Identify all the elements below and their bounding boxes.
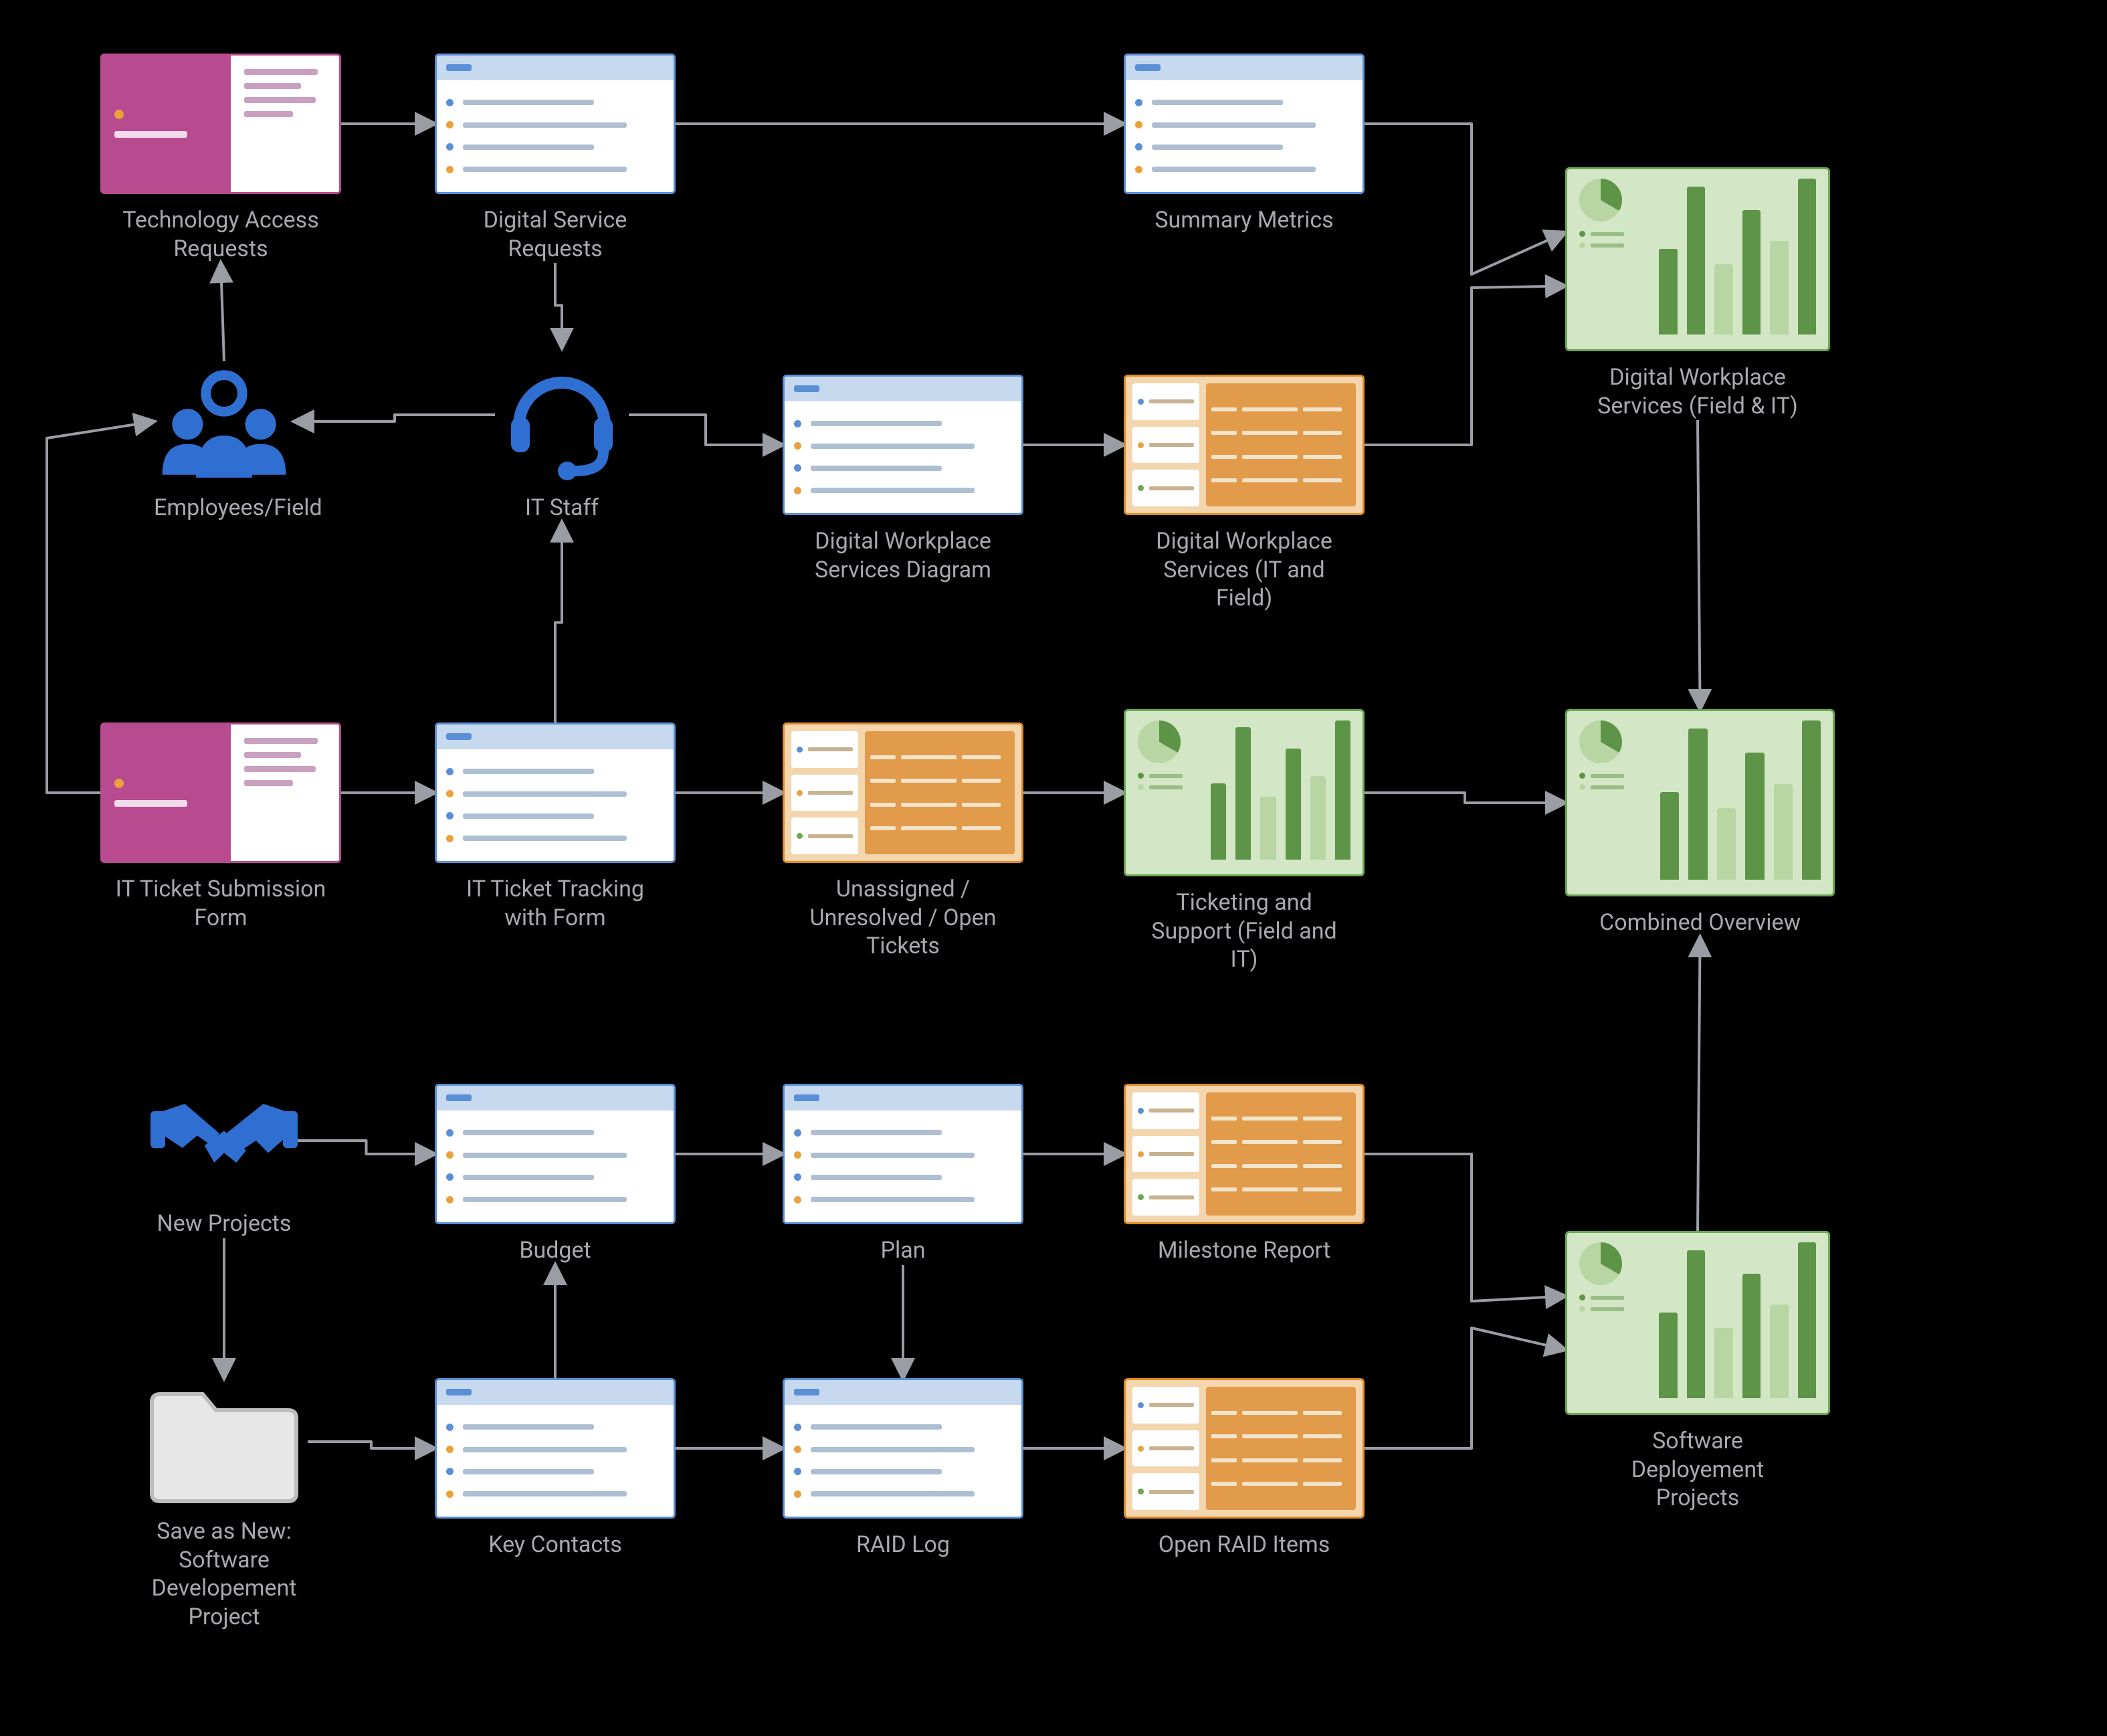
node-tile xyxy=(783,1378,1023,1519)
node-tile xyxy=(783,722,1023,863)
node-budget: Budget xyxy=(435,1084,676,1265)
node-tile xyxy=(783,375,1023,515)
edge-open_raid-to-sw_dash xyxy=(1365,1328,1565,1448)
edge-ticketing-to-combined xyxy=(1365,793,1565,803)
node-tile xyxy=(435,54,676,194)
node-label: Employees/Field xyxy=(154,494,294,522)
node-label: Digital Workplace Services (IT and Field… xyxy=(1124,527,1365,613)
node-tile xyxy=(435,722,676,863)
node-label: Milestone Report xyxy=(1124,1236,1365,1265)
node-tile xyxy=(1124,709,1365,876)
node-dsr: Digital Service Requests xyxy=(435,54,676,263)
edge-dsr-to-it_staff xyxy=(555,263,562,348)
node-ticket_form: IT Ticket Submission Form xyxy=(100,722,341,932)
diagram-canvas: Technology Access Requests Digital Servic… xyxy=(0,0,2107,1736)
node-dws_diag: Digital Workplace Services Diagram xyxy=(783,375,1023,584)
node-label: Software Deployement Projects xyxy=(1565,1427,1830,1513)
node-label: Digital Workplace Services Diagram xyxy=(783,527,1023,584)
edge-milestone-to-sw_dash xyxy=(1365,1154,1565,1301)
edge-sw_dash-to-combined xyxy=(1698,937,1700,1231)
node-summary: Summary Metrics xyxy=(1124,54,1365,235)
node-ticket_track: IT Ticket Tracking with Form xyxy=(435,722,676,932)
edge-dws_dash-to-combined xyxy=(1698,420,1700,709)
node-tile xyxy=(1124,54,1365,194)
node-label: Combined Overview xyxy=(1565,908,1835,937)
node-label: Digital Workplace Services (Field & IT) xyxy=(1565,363,1830,420)
node-save_as: Save as New: Software Developement Proje… xyxy=(140,1378,308,1631)
node-label: Open RAID Items xyxy=(1124,1531,1365,1559)
node-tile xyxy=(1565,709,1835,896)
node-tile xyxy=(100,54,341,194)
node-combined: Combined Overview xyxy=(1565,709,1835,937)
node-tile xyxy=(154,361,294,482)
node-label: Save as New: Software Developement Proje… xyxy=(140,1517,308,1631)
node-label: IT Ticket Submission Form xyxy=(100,875,341,932)
node-tile xyxy=(100,722,341,863)
node-tile xyxy=(435,1084,676,1224)
node-tile xyxy=(1124,375,1365,515)
node-raid_log: RAID Log xyxy=(783,1378,1023,1559)
edge-it_staff-to-employees xyxy=(294,415,495,421)
node-label: Plan xyxy=(783,1236,1023,1265)
node-key_contacts: Key Contacts xyxy=(435,1378,676,1559)
node-tile xyxy=(140,1378,308,1505)
node-label: RAID Log xyxy=(783,1531,1023,1559)
node-open_raid: Open RAID Items xyxy=(1124,1378,1365,1559)
node-dws_report: Digital Workplace Services (IT and Field… xyxy=(1124,375,1365,613)
node-plan: Plan xyxy=(783,1084,1023,1265)
node-label: New Projects xyxy=(150,1210,298,1238)
edge-save_as-to-key_contacts xyxy=(308,1442,435,1448)
node-tile xyxy=(1124,1378,1365,1519)
node-tile xyxy=(150,1084,298,1197)
node-label: Key Contacts xyxy=(435,1531,676,1559)
node-tile xyxy=(1124,1084,1365,1224)
node-label: Ticketing and Support (Field and IT) xyxy=(1124,888,1365,974)
edge-dws_report-to-dws_dash xyxy=(1365,286,1565,446)
node-milestone: Milestone Report xyxy=(1124,1084,1365,1265)
node-tile xyxy=(783,1084,1023,1224)
node-sw_dash: Software Deployement Projects xyxy=(1565,1231,1830,1513)
node-label: Technology Access Requests xyxy=(100,206,341,263)
node-open_tickets: Unassigned / Unresolved / Open Tickets xyxy=(783,722,1023,961)
node-tech_access: Technology Access Requests xyxy=(100,54,341,263)
node-label: IT Ticket Tracking with Form xyxy=(435,875,676,932)
node-label: Summary Metrics xyxy=(1124,206,1365,235)
node-tile xyxy=(495,348,629,482)
edge-it_staff-to-dws_diag xyxy=(629,415,783,445)
node-label: Unassigned / Unresolved / Open Tickets xyxy=(783,875,1023,961)
edge-summary-to-dws_dash xyxy=(1365,124,1565,274)
node-it_staff: IT Staff xyxy=(495,348,629,522)
node-tile xyxy=(1565,1231,1830,1415)
node-ticketing: Ticketing and Support (Field and IT) xyxy=(1124,709,1365,974)
edge-employees-to-tech_access xyxy=(221,263,224,361)
node-label: Budget xyxy=(435,1236,676,1265)
node-new_projects: New Projects xyxy=(150,1084,298,1238)
node-tile xyxy=(435,1378,676,1519)
node-label: Digital Service Requests xyxy=(435,206,676,263)
node-tile xyxy=(1565,167,1830,351)
node-dws_dash: Digital Workplace Services (Field & IT) xyxy=(1565,167,1830,420)
edge-ticket_track-to-it_staff xyxy=(555,522,562,722)
node-employees: Employees/Field xyxy=(154,361,294,522)
edge-new_projects-to-budget xyxy=(298,1141,435,1154)
node-label: IT Staff xyxy=(495,494,629,522)
